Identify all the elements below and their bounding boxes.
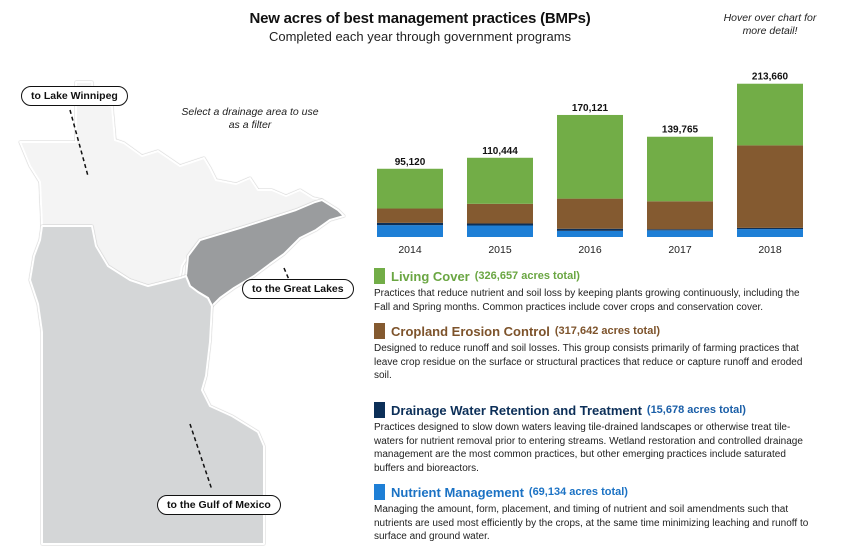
bar-segment-living-cover-2015[interactable] (467, 157, 533, 204)
bar-total-label: 213,660 (752, 72, 789, 83)
legend-description: Practices that reduce nutrient and soil … (374, 288, 800, 313)
bar-segment-nutrient-management-2016[interactable] (557, 230, 623, 237)
x-tick-label: 2017 (668, 244, 692, 256)
legend-name: Cropland Erosion Control (391, 323, 550, 339)
bar-segment-nutrient-management-2018[interactable] (737, 229, 803, 237)
legend-total: (326,657 acres total) (474, 270, 580, 282)
label-lake-winnipeg[interactable]: to Lake Winnipeg (21, 86, 128, 106)
bar-segment-living-cover-2014[interactable] (377, 168, 443, 209)
x-tick-label: 2015 (488, 244, 512, 256)
bar-segment-cropland-erosion-control-2014[interactable] (377, 208, 443, 223)
legend-total: (317,642 acres total) (554, 325, 661, 337)
bar-segment-living-cover-2017[interactable] (647, 136, 713, 202)
legend-name: Drainage Water Retention and Treatment (391, 402, 642, 418)
legend-name: Nutrient Management (391, 484, 524, 500)
x-tick-label: 2014 (398, 244, 422, 256)
legend-total: (15,678 acres total) (646, 404, 746, 416)
bar-segment-living-cover-2018[interactable] (737, 83, 803, 146)
legend-nutrient-management[interactable]: Nutrient Management (69,134 acres total)… (374, 484, 814, 544)
legend-swatch (374, 402, 385, 418)
bar-segment-drainage-water-retention-and-treatment-2016[interactable] (557, 228, 623, 231)
x-tick-label: 2016 (578, 244, 602, 256)
bar-total-label: 139,765 (662, 125, 699, 136)
x-tick-label: 2018 (758, 244, 782, 256)
legend-description: Managing the amount, form, placement, an… (374, 504, 809, 542)
legend-total: (69,134 acres total) (528, 486, 628, 498)
drainage-map (19, 81, 345, 545)
bar-total-label: 170,121 (572, 103, 609, 114)
legend-swatch (374, 268, 385, 284)
bar-segment-nutrient-management-2014[interactable] (377, 225, 443, 237)
legend-drainage-water[interactable]: Drainage Water Retention and Treatment (… (374, 402, 814, 475)
bar-segment-nutrient-management-2015[interactable] (467, 225, 533, 237)
bar-segment-drainage-water-retention-and-treatment-2015[interactable] (467, 223, 533, 226)
legend-living-cover[interactable]: Living Cover (326,657 acres total) Pract… (374, 268, 814, 314)
bar-segment-living-cover-2016[interactable] (557, 114, 623, 199)
legend-swatch (374, 323, 385, 339)
chart-title: New acres of best management practices (… (249, 10, 591, 27)
map-instruction: Select a drainage area to use as a filte… (181, 106, 319, 131)
bar-total-label: 110,444 (482, 146, 518, 157)
legend-description: Practices designed to slow down waters l… (374, 422, 803, 474)
legend-description: Designed to reduce runoff and soil losse… (374, 343, 803, 381)
chart-header: New acres of best management practices (… (215, 10, 625, 44)
map-region-gulf[interactable] (29, 225, 265, 545)
label-gulf-of-mexico[interactable]: to the Gulf of Mexico (157, 495, 281, 515)
legend-name: Living Cover (391, 268, 470, 284)
bar-segment-drainage-water-retention-and-treatment-2017[interactable] (647, 229, 713, 231)
bmp-bar-chart: 95,120 2014 110,444 2015 170,121 2016 139,765 2… (377, 72, 803, 256)
bar-segment-drainage-water-retention-and-treatment-2018[interactable] (737, 227, 803, 230)
bar-segment-cropland-erosion-control-2017[interactable] (647, 201, 713, 230)
legend-swatch (374, 484, 385, 500)
bar-total-label: 95,120 (395, 157, 426, 168)
bar-segment-cropland-erosion-control-2018[interactable] (737, 145, 803, 228)
bar-segment-drainage-water-retention-and-treatment-2014[interactable] (377, 222, 443, 226)
bar-segment-nutrient-management-2017[interactable] (647, 230, 713, 237)
bar-segment-cropland-erosion-control-2016[interactable] (557, 198, 623, 229)
label-great-lakes[interactable]: to the Great Lakes (242, 279, 354, 299)
hover-hint: Hover over chart for more detail! (723, 12, 817, 37)
map-region-great-lakes[interactable] (185, 199, 345, 307)
legend-cropland-erosion-control[interactable]: Cropland Erosion Control (317,642 acres … (374, 323, 814, 383)
bar-segment-cropland-erosion-control-2015[interactable] (467, 203, 533, 224)
chart-subtitle: Completed each year through government p… (268, 29, 572, 44)
